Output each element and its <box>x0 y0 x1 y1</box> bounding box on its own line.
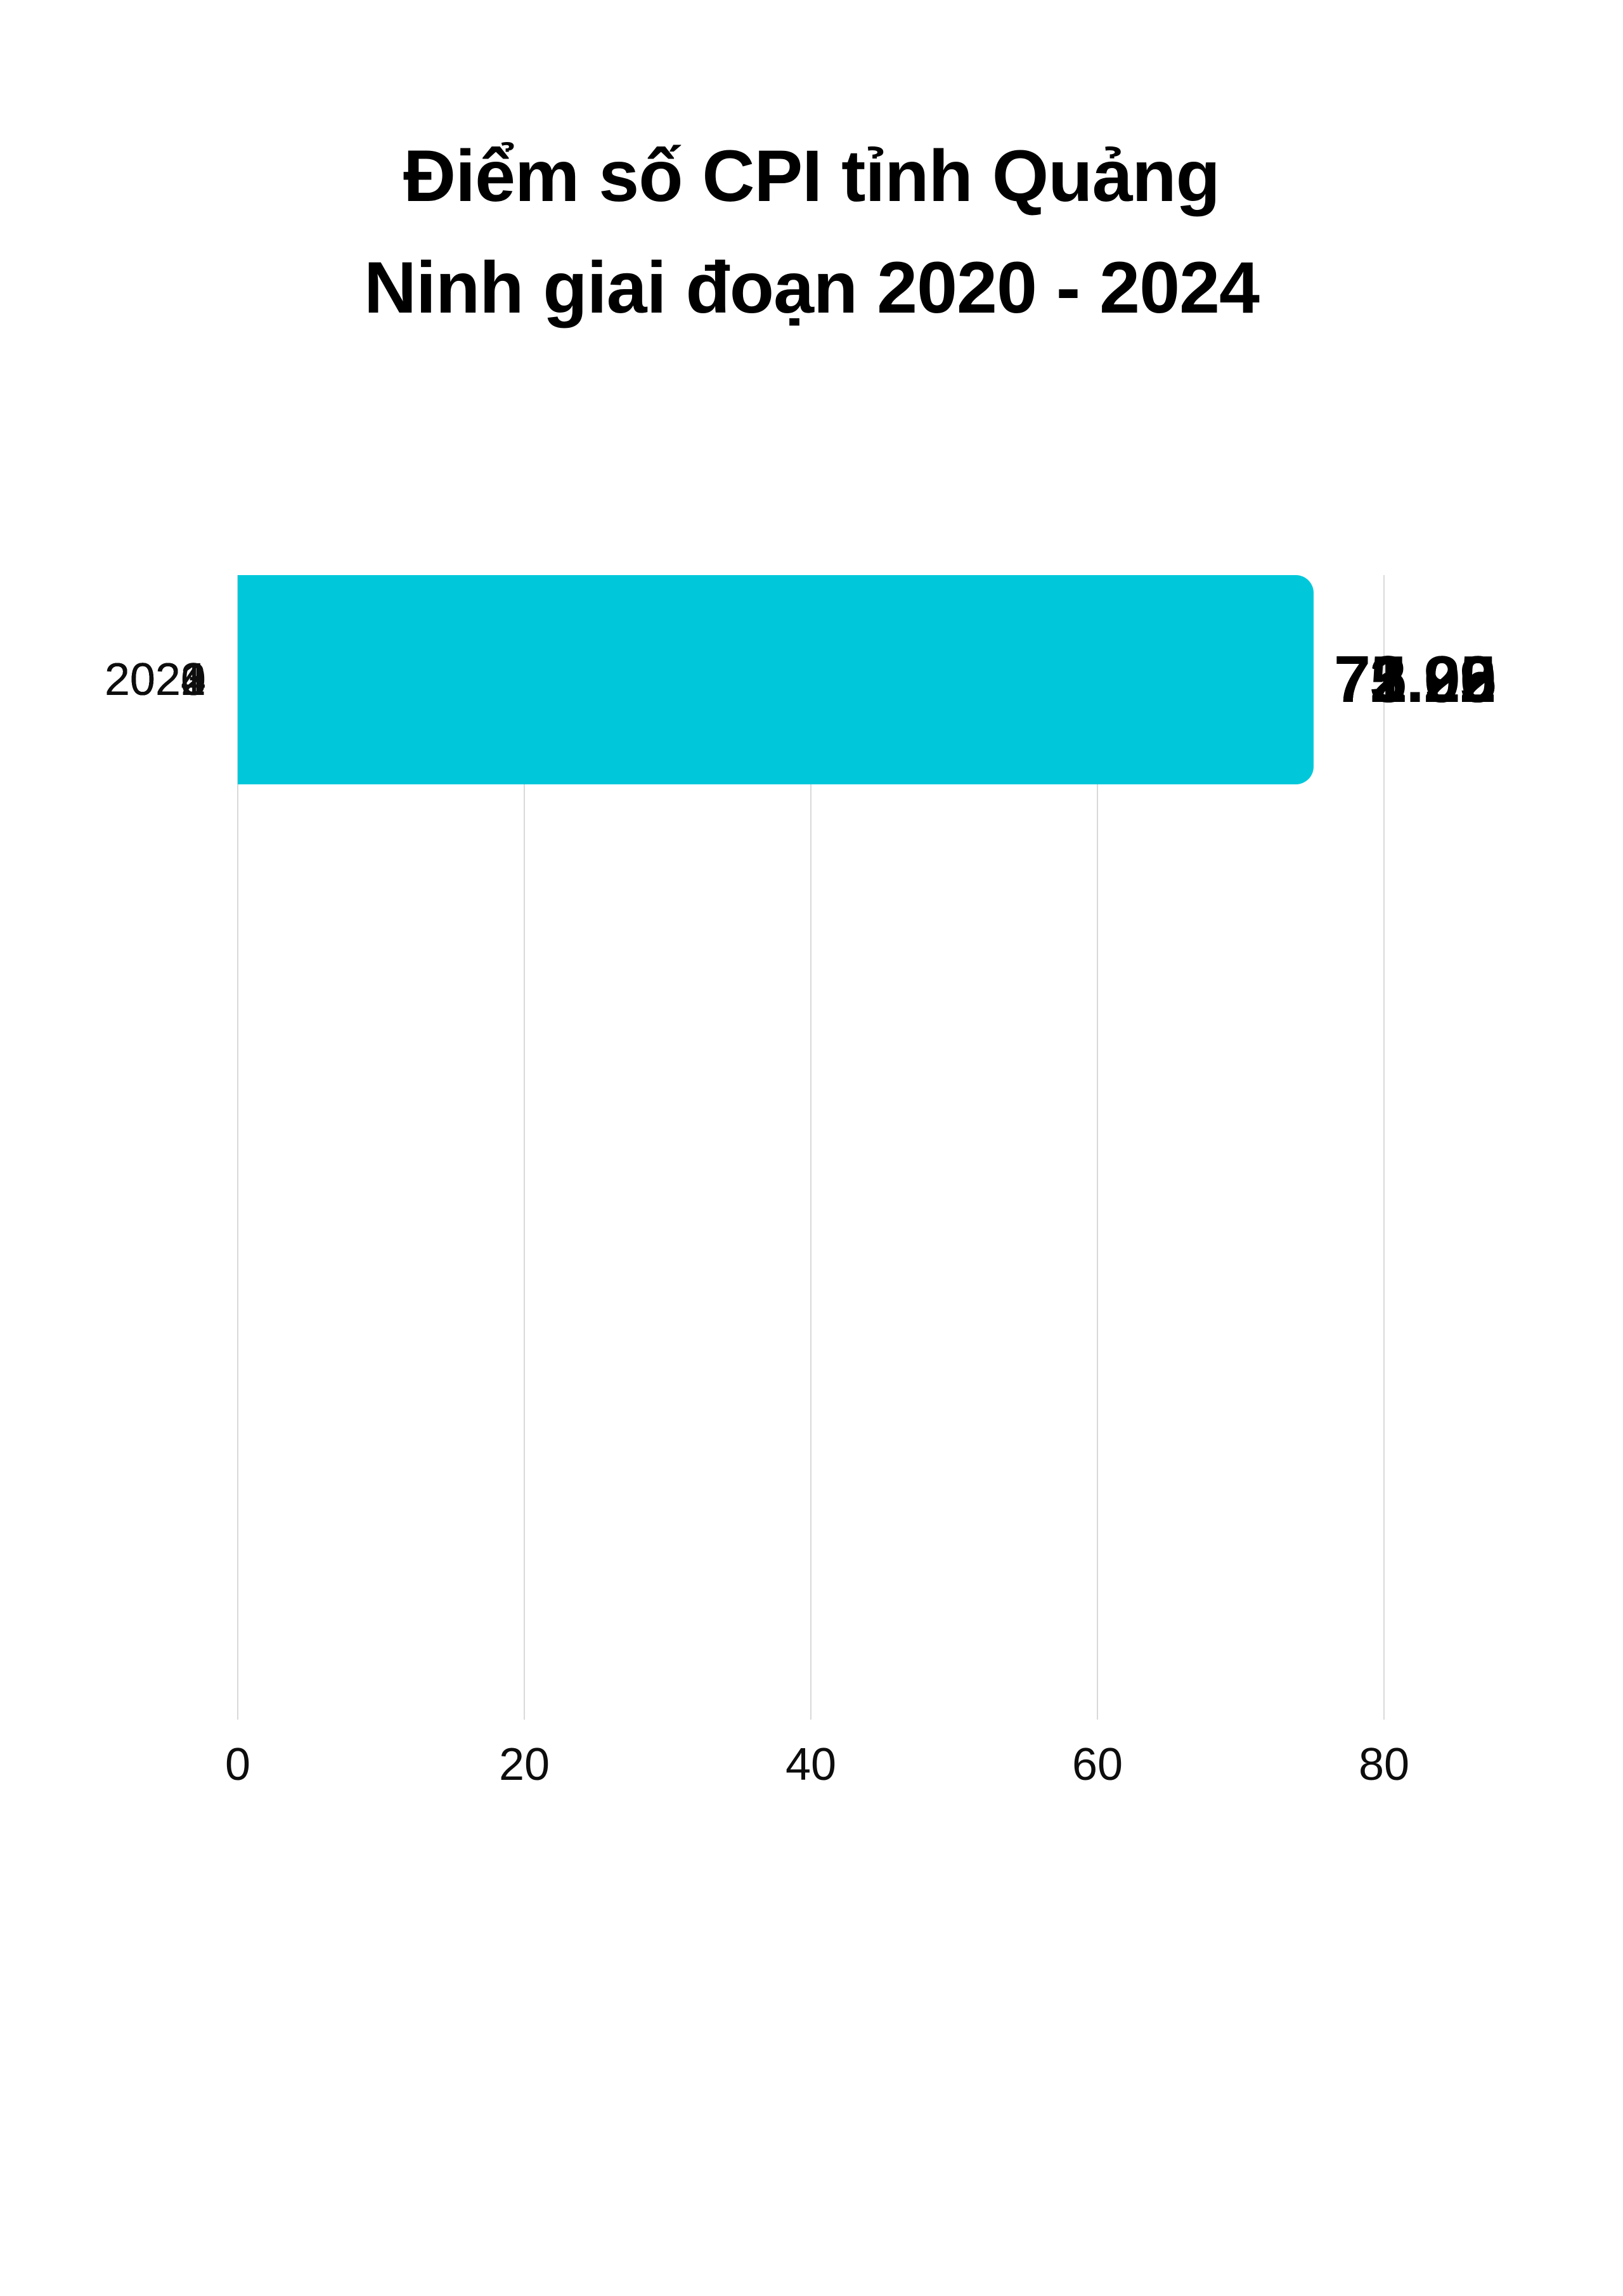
chart-title-line1: Điểm số CPI tỉnh Quảng <box>403 136 1220 217</box>
value-label-2023: 71.25 <box>1334 642 1496 717</box>
y-axis-label-2020: 2020 <box>104 654 206 705</box>
value-label-2020: 75.09 <box>1334 642 1496 717</box>
value-label-2024: 73.20 <box>1334 642 1496 717</box>
y-axis-label-2022: 2022 <box>104 654 206 705</box>
gridline-0 <box>237 575 238 1720</box>
y-axis-label-2024: 2024 <box>104 654 206 705</box>
x-tick-60: 60 <box>1071 1739 1123 1790</box>
chart-title: Điểm số CPI tỉnh Quảng Ninh giai đoạn 20… <box>0 120 1623 344</box>
gridline-80 <box>1383 575 1385 1720</box>
x-tick-20: 20 <box>498 1739 550 1790</box>
y-axis-label-2021: 2021 <box>104 654 206 705</box>
bar-row-2024: 2024 73.20 <box>105 575 1496 784</box>
gridline-60 <box>1097 575 1098 1720</box>
chart-plot-area: 2020 75.09 2021 73.02 2022 72.95 2023 71… <box>105 575 1496 1790</box>
x-tick-0: 0 <box>224 1739 251 1790</box>
gridline-20 <box>524 575 525 1720</box>
gridline-40 <box>810 575 812 1720</box>
x-axis: 0 20 40 60 80 <box>225 1739 1409 1796</box>
value-label-2022: 72.95 <box>1334 642 1496 717</box>
chart-title-line2: Ninh giai đoạn 2020 - 2024 <box>363 247 1260 328</box>
bar-2024 <box>238 575 1287 784</box>
y-axis-label-2023: 2023 <box>104 654 206 705</box>
x-tick-80: 80 <box>1358 1739 1410 1790</box>
value-label-2021: 73.02 <box>1334 642 1496 717</box>
x-tick-40: 40 <box>785 1739 837 1790</box>
